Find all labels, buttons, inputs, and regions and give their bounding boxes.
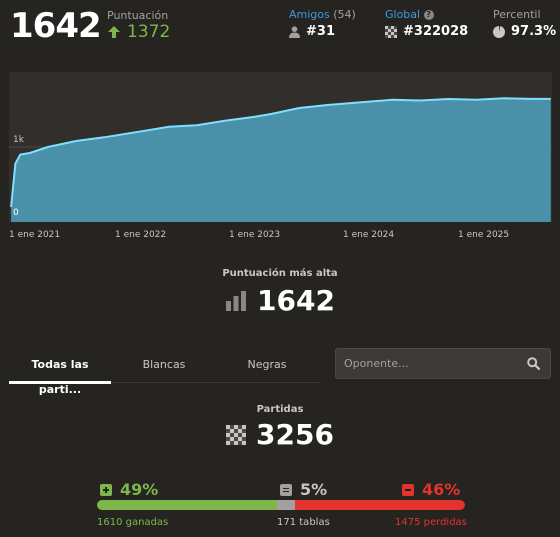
- loss-pct-value: 46%: [422, 480, 461, 499]
- win-percentage: 49%: [100, 480, 158, 499]
- global-link[interactable]: Global: [385, 8, 421, 21]
- friends-link[interactable]: Amigos: [289, 8, 330, 21]
- loss-bar: [295, 500, 465, 510]
- opponent-search[interactable]: [335, 348, 551, 379]
- search-icon[interactable]: [527, 357, 540, 370]
- x-tick-2021: 1 ene 2021: [9, 230, 61, 240]
- opponent-search-input[interactable]: [344, 357, 514, 370]
- current-rating: 1642: [10, 6, 102, 46]
- active-tab-indicator: [9, 381, 111, 384]
- pie-icon: [493, 25, 505, 38]
- losses-count: 1475 perdidas: [395, 517, 467, 528]
- bar-chart-icon: [226, 290, 247, 311]
- x-tick-2024: 1 ene 2024: [343, 230, 395, 240]
- tab-white[interactable]: Blancas: [142, 358, 186, 371]
- percentile-row: 97.3%: [493, 24, 556, 39]
- percentile-value: 97.3%: [511, 24, 557, 39]
- rating-area: [11, 98, 551, 222]
- games-label: Partidas: [256, 404, 304, 415]
- help-icon[interactable]: ?: [423, 10, 434, 20]
- rating-peak: 1372: [107, 22, 170, 42]
- win-bar: [97, 500, 277, 510]
- best-rating-value: 1642: [257, 284, 335, 317]
- friends-stat[interactable]: Amigos (54) #31: [289, 8, 356, 39]
- global-stat[interactable]: Global ? #322028: [385, 8, 468, 39]
- tabs-divider: [9, 382, 319, 383]
- x-tick-2025: 1 ene 2025: [458, 230, 510, 240]
- tab-all-games[interactable]: Todas las parti...: [31, 358, 89, 396]
- global-rank: #322028: [403, 24, 469, 39]
- chessboard-icon: [385, 25, 397, 38]
- draw-percentage: 5%: [280, 480, 327, 499]
- draw-bar: [277, 500, 295, 510]
- friends-rank-row: #31: [289, 24, 356, 39]
- minus-icon: [402, 483, 414, 496]
- rating-chart[interactable]: 1k 0: [9, 72, 552, 222]
- x-tick-2022: 1 ene 2022: [115, 230, 167, 240]
- best-rating-row: 1642: [0, 284, 560, 317]
- global-rank-row: #322028: [385, 24, 468, 39]
- global-label-row: Global ?: [385, 8, 468, 21]
- tab-black[interactable]: Negras: [247, 358, 287, 371]
- draw-pct-value: 5%: [300, 480, 328, 499]
- percentile-label: Percentil: [493, 8, 541, 21]
- x-tick-2023: 1 ene 2023: [229, 230, 281, 240]
- win-pct-value: 49%: [120, 480, 159, 499]
- draws-count: 171 tablas: [277, 517, 330, 528]
- rating-label: Puntuación: [107, 9, 169, 22]
- rating-line: [10, 97, 551, 208]
- best-rating-label: Puntuación más alta: [222, 268, 338, 279]
- plus-icon: [100, 483, 112, 496]
- chessboard-icon: [226, 424, 247, 445]
- y-tick-0: 0: [13, 208, 19, 218]
- friends-rank: #31: [306, 24, 335, 39]
- games-total-row: 3256: [0, 418, 560, 451]
- friends-count: (54): [333, 8, 356, 21]
- person-icon: [289, 25, 300, 38]
- friends-label-row: Amigos (54): [289, 8, 356, 21]
- y-tick-1k: 1k: [13, 135, 25, 145]
- arrow-up-icon: [108, 26, 120, 38]
- rating-peak-value: 1372: [127, 22, 171, 42]
- games-total: 3256: [256, 418, 334, 451]
- percentile-stat: Percentil 97.3%: [493, 8, 556, 39]
- loss-percentage: 46%: [402, 480, 460, 499]
- equals-icon: [280, 483, 292, 496]
- wins-count: 1610 ganadas: [97, 517, 169, 528]
